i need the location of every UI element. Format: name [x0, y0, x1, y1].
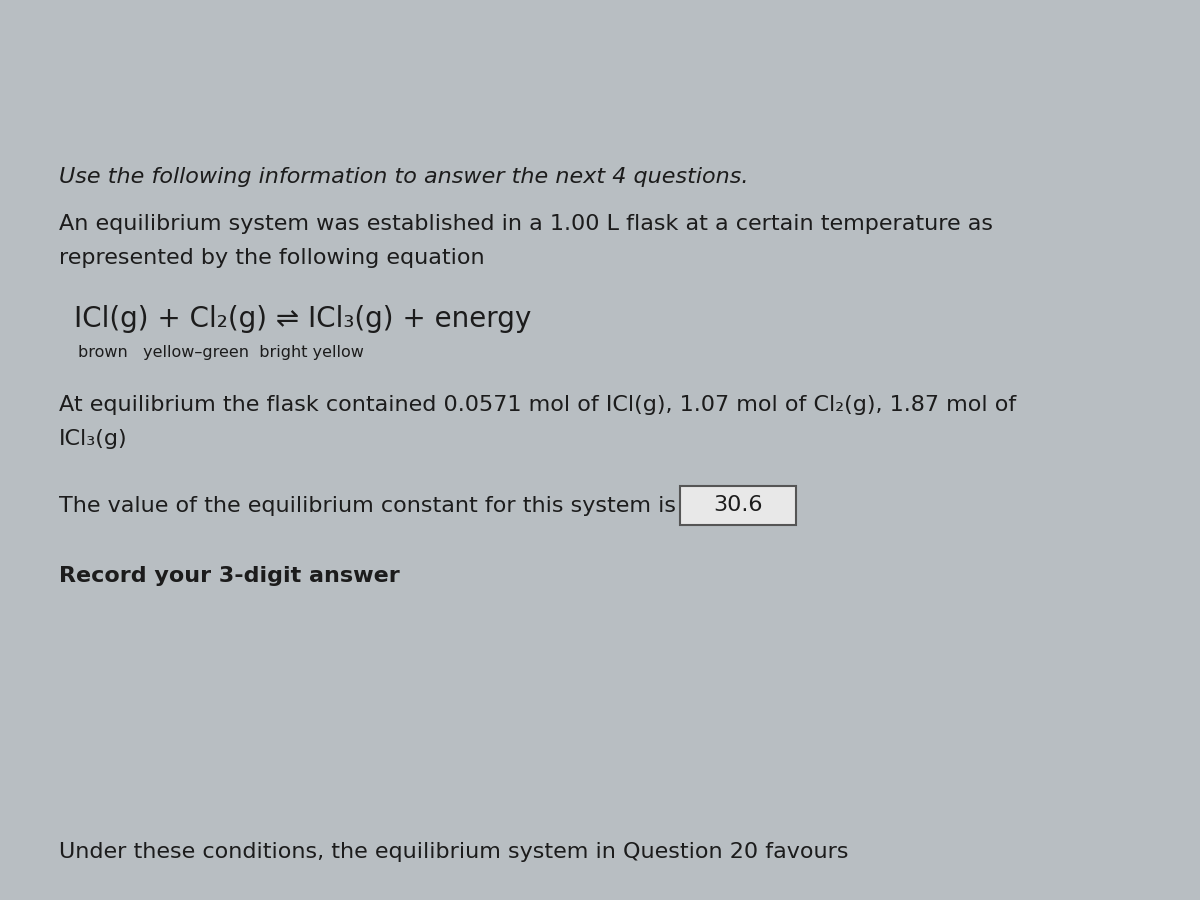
Text: Use the following information to answer the next 4 questions.: Use the following information to answer …: [59, 167, 748, 187]
Text: ICl₃(g): ICl₃(g): [59, 429, 127, 449]
Text: The value of the equilibrium constant for this system is: The value of the equilibrium constant fo…: [59, 496, 676, 516]
Text: 30.6: 30.6: [713, 495, 762, 516]
FancyBboxPatch shape: [679, 486, 796, 525]
Text: brown   yellow–green  bright yellow: brown yellow–green bright yellow: [78, 346, 364, 360]
Text: Under these conditions, the equilibrium system in Question 20 favours: Under these conditions, the equilibrium …: [59, 842, 848, 862]
Text: represented by the following equation: represented by the following equation: [59, 248, 485, 268]
Text: An equilibrium system was established in a 1.00 L flask at a certain temperature: An equilibrium system was established in…: [59, 214, 992, 234]
Text: At equilibrium the flask contained 0.0571 mol of ICl(g), 1.07 mol of Cl₂(g), 1.8: At equilibrium the flask contained 0.057…: [59, 395, 1016, 416]
Text: ICl(g) + Cl₂(g) ⇌ ICl₃(g) + energy: ICl(g) + Cl₂(g) ⇌ ICl₃(g) + energy: [73, 305, 530, 333]
Text: Record your 3-digit answer: Record your 3-digit answer: [59, 566, 400, 587]
